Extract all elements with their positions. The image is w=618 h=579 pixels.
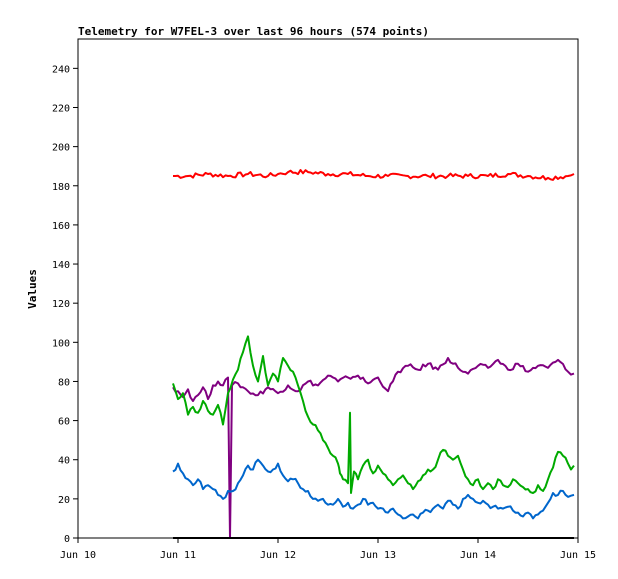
x-axis: Jun 10 Jun 11 Jun 12 Jun 13 Jun 14 Jun 15: [60, 538, 596, 561]
y-tick-label: 200: [52, 143, 70, 154]
plot-frame: [77, 38, 579, 539]
y-tick-label: 120: [52, 299, 70, 310]
y-tick-label: 60: [58, 417, 70, 428]
x-tick-label: Jun 14: [460, 550, 496, 561]
series-line-0: [173, 169, 575, 181]
y-axis-label: Values: [26, 269, 39, 309]
x-tick-label: Jun 11: [160, 550, 196, 561]
y-tick-label: 240: [52, 64, 70, 75]
series-line-2: [172, 335, 575, 494]
y-tick-label: 0: [64, 534, 70, 545]
series-line-3: [172, 458, 575, 520]
x-tick-label: Jun 12: [260, 550, 296, 561]
y-axis: 0 20 40 60 80 100 120 140 160 180 200 220 240: [52, 64, 78, 545]
x-tick-label: Jun 15: [560, 550, 596, 561]
x-tick-label: Jun 13: [360, 550, 396, 561]
y-tick-label: 80: [58, 377, 70, 388]
y-tick-label: 140: [52, 260, 70, 271]
series-line-1: [172, 357, 575, 539]
y-tick-label: 20: [58, 495, 70, 506]
x-tick-label: Jun 10: [60, 550, 96, 561]
y-tick-label: 180: [52, 182, 70, 193]
series-layer: [172, 169, 575, 539]
y-tick-label: 40: [58, 456, 70, 467]
y-tick-label: 220: [52, 103, 70, 114]
chart-title: Telemetry for W7FEL-3 over last 96 hours…: [78, 25, 429, 38]
y-tick-label: 160: [52, 221, 70, 232]
y-tick-label: 100: [52, 338, 70, 349]
